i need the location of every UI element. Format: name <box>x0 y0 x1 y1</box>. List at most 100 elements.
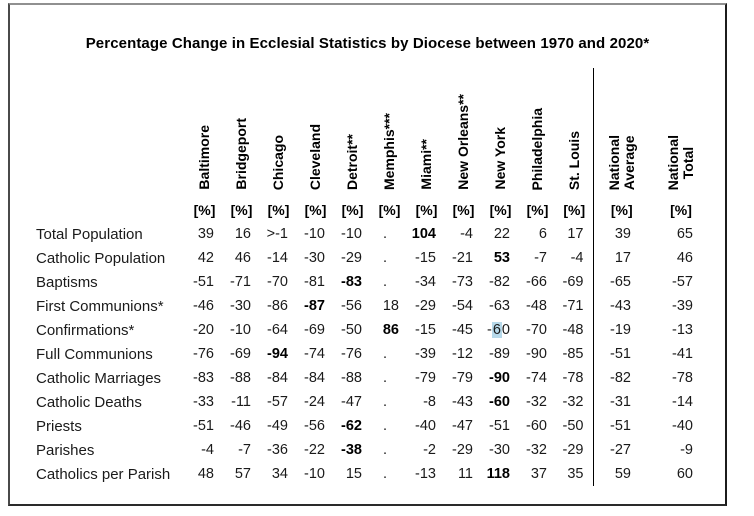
table-cell: -86 <box>267 298 288 314</box>
table-row: Catholics per Parish 48 57 34 -10 15. -13 11 118… <box>34 462 712 486</box>
table-cell: -66 <box>526 274 547 290</box>
table-cell: -64 <box>267 322 288 338</box>
table-cell: -71 <box>562 298 584 314</box>
table-cell: 18 <box>382 298 399 314</box>
table-cell: 53 <box>493 250 510 266</box>
table-cell: -60 <box>489 394 510 410</box>
column-header-miami: Miami** <box>408 68 445 198</box>
unit-cell: [%] <box>304 202 327 218</box>
row-label-total-population: Total Population <box>36 225 143 243</box>
table-cell: -79 <box>415 370 436 386</box>
table-cell: -7 <box>534 250 547 266</box>
table-cell: -57 <box>267 394 288 410</box>
table-row: Priests -51 -46 -49 -56 -62. -40 -47 -51 -60 -50 -5… <box>34 414 712 438</box>
column-header-new-orleans: New Orleans** <box>445 68 482 198</box>
column-header-label: Philadelphia <box>529 107 545 190</box>
table-cell: -79 <box>452 370 473 386</box>
table-cell: . <box>382 346 388 362</box>
table-cell: -9 <box>680 442 693 458</box>
table-cell: -15 <box>415 250 436 266</box>
table-row: Full Communions -76 -69 -94 -74 -76. -39 -12 -89… <box>34 342 712 366</box>
column-header-label: Baltimore <box>196 125 212 190</box>
table-cell: -40 <box>672 418 693 434</box>
table-cell: -2 <box>423 442 436 458</box>
table-cell: -81 <box>304 274 325 290</box>
table-cell: -41 <box>672 346 693 362</box>
table-cell: -46 <box>230 418 251 434</box>
table-cell: -63 <box>489 298 510 314</box>
table-cell: . <box>382 394 388 410</box>
header-row: Baltimore Bridgeport Chicago Cleveland Detro… <box>34 68 712 198</box>
table-cell: -40 <box>415 418 436 434</box>
column-header-philadelphia: Philadelphia <box>519 68 556 198</box>
table-cell: -76 <box>193 346 214 362</box>
table-cell: -87 <box>304 298 325 314</box>
table-cell: -51 <box>592 414 650 438</box>
table-body: Total Population 39 16 >-1 -10 -10. 104 -4 22 6 17… <box>34 222 712 486</box>
table-cell: -73 <box>452 274 473 290</box>
column-header-label: Chicago <box>270 134 286 190</box>
table-cell: -38 <box>341 442 362 458</box>
unit-cell: [%] <box>670 202 692 218</box>
table-cell: -22 <box>304 442 325 458</box>
table-cell: -34 <box>415 274 436 290</box>
row-label-catholic-deaths: Catholic Deaths <box>36 393 142 411</box>
row-label-first-communions: First Communions* <box>36 297 164 315</box>
table-cell: -65 <box>592 270 650 294</box>
table-cell: -30 <box>230 298 251 314</box>
table-cell: -43 <box>592 294 650 318</box>
column-header-label: Miami** <box>418 139 434 190</box>
unit-cell: [%] <box>378 202 401 218</box>
table-cell: -14 <box>267 250 288 266</box>
table-head: Baltimore Bridgeport Chicago Cleveland Detro… <box>34 68 712 222</box>
table-cell: -27 <box>592 438 650 462</box>
corner-cell <box>34 68 186 198</box>
table-cell: -83 <box>193 370 214 386</box>
table-cell: -69 <box>562 274 584 290</box>
table-cell: -57 <box>672 274 693 290</box>
table-cell: -10 <box>304 226 325 242</box>
column-header-label: Cleveland <box>307 123 323 190</box>
table-cell: -45 <box>452 322 473 338</box>
table-cell: 46 <box>676 250 693 266</box>
table-cell: -89 <box>489 346 510 362</box>
table-row: Catholic Deaths -33 -11 -57 -24 -47. -8 -43 -60-… <box>34 390 712 414</box>
table-cell: -78 <box>562 370 584 386</box>
table-cell: . <box>382 466 388 482</box>
column-header-detroit: Detroit** <box>334 68 371 198</box>
table-cell: 46 <box>234 250 251 266</box>
table-cell: . <box>382 250 388 266</box>
table-cell: 59 <box>592 462 650 486</box>
table-cell: -50 <box>562 418 584 434</box>
table-cell: 6 <box>538 226 547 242</box>
table-cell: -13 <box>415 466 436 482</box>
table-cell: -29 <box>562 442 584 458</box>
table-cell: -30 <box>304 250 325 266</box>
table-cell: -62 <box>341 418 362 434</box>
table-cell: -4 <box>570 250 584 266</box>
unit-cell: [%] <box>452 202 475 218</box>
table-cell: -94 <box>267 346 288 362</box>
table-cell: 86 <box>382 322 399 338</box>
table-cell: -39 <box>415 346 436 362</box>
table-cell: . <box>382 274 388 290</box>
column-header-cleveland: Cleveland <box>297 68 334 198</box>
row-label-catholics-per-parish: Catholics per Parish <box>36 465 171 483</box>
column-header-label: Bridgeport <box>233 118 249 190</box>
table-cell: 35 <box>567 466 584 482</box>
table-cell: -49 <box>267 418 288 434</box>
table-cell: 22 <box>493 226 510 242</box>
table-cell: -48 <box>562 322 584 338</box>
table-cell: 16 <box>234 226 251 242</box>
table-cell: -7 <box>238 442 251 458</box>
unit-cell: [%] <box>230 202 253 218</box>
table-cell: -50 <box>341 322 362 338</box>
table-cell: -90 <box>489 370 510 386</box>
table-row: Confirmations* -20 -10 -64 -69 -50 86 -15 -45 -60… <box>34 318 712 342</box>
table-cell: -20 <box>193 322 214 338</box>
table-cell: -29 <box>452 442 473 458</box>
table-cell: 48 <box>197 466 214 482</box>
table-cell: -29 <box>341 250 362 266</box>
table-cell: -39 <box>672 298 693 314</box>
table-cell: 57 <box>234 466 251 482</box>
